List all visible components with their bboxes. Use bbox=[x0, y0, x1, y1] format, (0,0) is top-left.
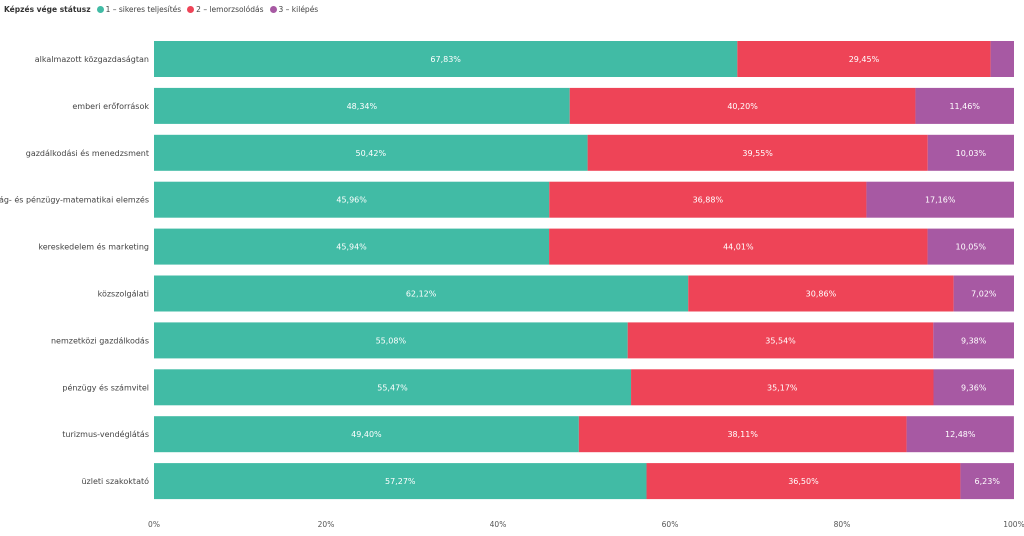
bar-segment[interactable] bbox=[737, 41, 991, 77]
bar-segment[interactable] bbox=[627, 322, 934, 359]
bar-segment[interactable] bbox=[154, 87, 570, 124]
category-label: kereskedelem és marketing bbox=[38, 242, 149, 252]
data-label: 62,12% bbox=[406, 290, 437, 299]
legend: Képzés vége státusz 1 – sikeres teljesít… bbox=[4, 3, 320, 15]
data-label: 36,88% bbox=[693, 196, 724, 205]
category-label: gazdálkodási és menedzsment bbox=[26, 148, 149, 158]
legend-item-label: 3 – kilépés bbox=[278, 4, 319, 14]
data-label: 9,38% bbox=[961, 336, 987, 345]
legend-dot-icon bbox=[187, 5, 195, 13]
data-label: 38,11% bbox=[727, 430, 758, 439]
data-label: 6,23% bbox=[975, 477, 1001, 486]
data-label: 35,17% bbox=[767, 383, 798, 392]
category-label: közszolgálati bbox=[98, 290, 149, 299]
bar-segment[interactable] bbox=[866, 181, 1014, 218]
bar-segment[interactable] bbox=[154, 41, 738, 77]
data-label: 12,48% bbox=[945, 430, 976, 439]
category-label: turizmus-vendéglátás bbox=[62, 429, 149, 439]
bar-segment[interactable] bbox=[906, 416, 1014, 453]
data-label: 50,42% bbox=[356, 149, 387, 158]
data-label: 7,02% bbox=[971, 290, 997, 299]
bar-segment[interactable] bbox=[154, 416, 579, 453]
data-label: 39,55% bbox=[742, 149, 773, 158]
x-tick-label: 100% bbox=[1003, 520, 1024, 529]
bar-segment[interactable] bbox=[154, 369, 632, 406]
data-label: 49,40% bbox=[351, 430, 382, 439]
category-label: gazdaság- és pénzügy-matematikai elemzés bbox=[0, 195, 149, 205]
legend-item-lemorzsolodas[interactable]: 2 – lemorzsolódás bbox=[187, 4, 264, 14]
bar-segment[interactable] bbox=[154, 322, 628, 359]
bar-segment[interactable] bbox=[927, 134, 1014, 171]
bar-segment[interactable] bbox=[154, 228, 550, 265]
data-label: 10,05% bbox=[956, 243, 987, 252]
bar-segment[interactable] bbox=[933, 322, 1014, 359]
bar-segment[interactable] bbox=[154, 181, 550, 218]
bar-segment[interactable] bbox=[646, 463, 961, 500]
data-label: 48,34% bbox=[347, 102, 378, 111]
bar-segment[interactable] bbox=[933, 369, 1014, 406]
data-label: 45,96% bbox=[336, 196, 367, 205]
data-label: 57,27% bbox=[385, 477, 416, 486]
data-label: 29,45% bbox=[849, 55, 880, 64]
legend-dot-icon bbox=[269, 5, 277, 13]
bar-segment[interactable] bbox=[569, 87, 916, 124]
data-label: 17,16% bbox=[925, 196, 956, 205]
data-label: 40,20% bbox=[727, 102, 758, 111]
x-tick-label: 20% bbox=[318, 520, 335, 529]
data-label: 11,46% bbox=[949, 102, 980, 111]
bar-segment[interactable] bbox=[549, 181, 867, 218]
bar-segment[interactable] bbox=[587, 134, 928, 171]
legend-item-label: 1 – sikeres teljesítés bbox=[105, 4, 182, 14]
bar-segment[interactable] bbox=[960, 463, 1014, 500]
bar-segment[interactable] bbox=[578, 416, 907, 453]
x-tick-label: 60% bbox=[662, 520, 679, 529]
bar-segment[interactable] bbox=[631, 369, 934, 406]
data-label: 45,94% bbox=[336, 243, 367, 252]
data-label: 44,01% bbox=[723, 243, 754, 252]
data-label: 55,08% bbox=[376, 336, 407, 345]
category-label: pénzügy és számvitel bbox=[62, 382, 149, 392]
x-tick-label: 40% bbox=[490, 520, 507, 529]
bar-segment[interactable] bbox=[927, 228, 1014, 265]
legend-title: Képzés vége státusz bbox=[4, 4, 91, 14]
data-label: 30,86% bbox=[806, 290, 837, 299]
bar-segment[interactable] bbox=[953, 275, 1014, 312]
bar-segment[interactable] bbox=[549, 228, 928, 265]
data-label: 9,36% bbox=[961, 383, 987, 392]
category-label: nemzetközi gazdálkodás bbox=[51, 336, 149, 345]
category-label: üzleti szakoktató bbox=[81, 476, 149, 486]
data-label: 67,83% bbox=[430, 55, 461, 64]
category-label: alkalmazott közgazdaságtan bbox=[35, 55, 149, 64]
x-tick-label: 0% bbox=[148, 520, 160, 529]
bar-segment[interactable] bbox=[990, 41, 1014, 77]
x-tick-label: 80% bbox=[834, 520, 851, 529]
legend-item-kilepes[interactable]: 3 – kilépés bbox=[269, 4, 319, 14]
bar-segment[interactable] bbox=[688, 275, 954, 312]
legend-item-sikeres[interactable]: 1 – sikeres teljesítés bbox=[96, 4, 182, 14]
legend-item-label: 2 – lemorzsolódás bbox=[196, 4, 264, 14]
data-label: 55,47% bbox=[377, 383, 408, 392]
bar-segment[interactable] bbox=[154, 134, 588, 171]
bar-segment[interactable] bbox=[154, 463, 647, 500]
data-label: 36,50% bbox=[788, 477, 819, 486]
category-label: emberi erőforrások bbox=[72, 102, 149, 111]
data-label: 35,54% bbox=[765, 336, 796, 345]
data-label: 10,03% bbox=[956, 149, 987, 158]
legend-dot-icon bbox=[96, 5, 104, 13]
bar-segment[interactable] bbox=[154, 275, 689, 312]
bar-segment[interactable] bbox=[915, 87, 1014, 124]
